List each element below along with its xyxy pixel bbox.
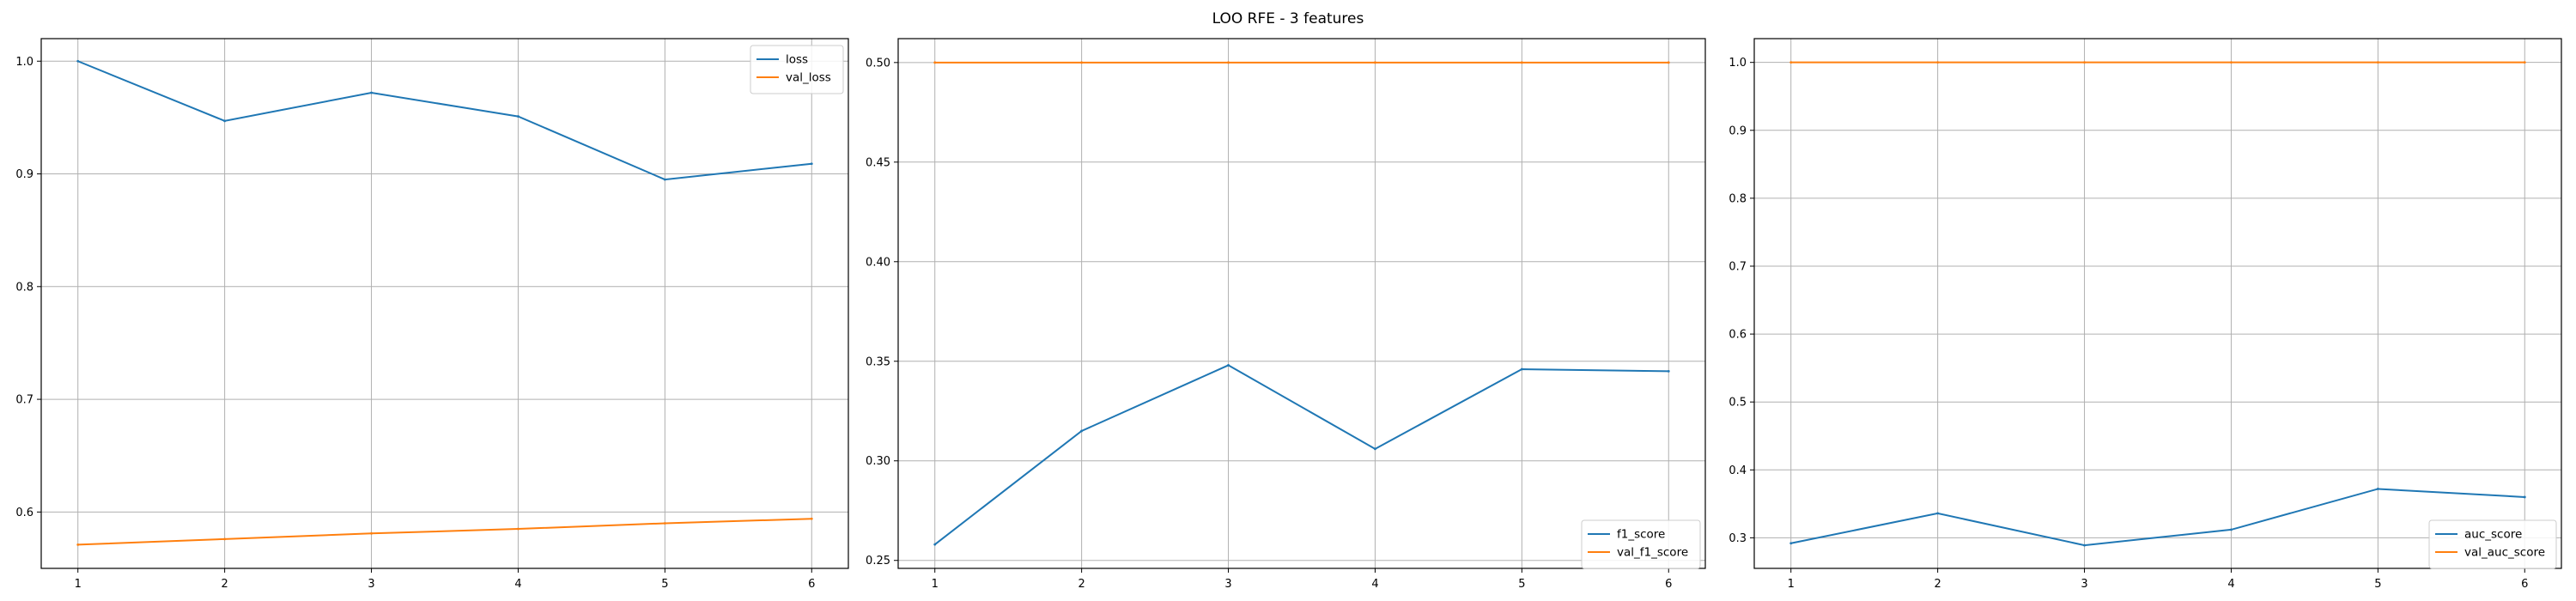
- y-tick-label: 0.9: [1728, 124, 1747, 137]
- data-point: [1789, 542, 1793, 545]
- y-tick-label: 0.50: [866, 57, 890, 70]
- data-point: [2376, 488, 2379, 490]
- data-point: [663, 522, 666, 525]
- legend-label: val_auc_score: [2464, 546, 2545, 560]
- x-tick-label: 5: [1518, 578, 1525, 591]
- y-tick-label: 0.30: [866, 455, 890, 468]
- data-point: [1080, 61, 1084, 64]
- data-point: [2523, 495, 2526, 499]
- legend-label: val_f1_score: [1617, 546, 1688, 560]
- axes-frame: [40, 38, 849, 569]
- series-line-loss: [77, 60, 812, 181]
- y-tick-label: 0.25: [866, 555, 890, 568]
- data-point: [1667, 61, 1670, 64]
- data-point: [810, 162, 813, 166]
- y-tick-label: 0.45: [866, 156, 890, 169]
- data-point: [1520, 367, 1523, 371]
- data-point: [1789, 61, 1793, 64]
- legend: f1_score val_f1_score: [1581, 519, 1701, 569]
- data-point: [370, 91, 373, 94]
- x-tick-label: 5: [2374, 578, 2381, 591]
- legend-label: f1_score: [1617, 528, 1665, 542]
- series-line-f1_score: [934, 364, 1669, 545]
- data-point: [1227, 364, 1230, 367]
- x-tick-label: 6: [2521, 578, 2528, 591]
- y-tick-label: 0.6: [15, 507, 33, 519]
- data-point: [1520, 61, 1523, 64]
- legend-box: [750, 45, 844, 94]
- data-point: [1667, 369, 1670, 373]
- x-tick-label: 3: [1224, 578, 1231, 591]
- data-point: [2376, 61, 2379, 64]
- data-point: [1374, 447, 1376, 451]
- data-point: [223, 119, 227, 123]
- x-tick-label: 1: [75, 578, 82, 591]
- data-point: [76, 59, 80, 63]
- x-tick-label: 4: [514, 578, 521, 591]
- data-point: [1936, 61, 1940, 64]
- data-point: [810, 517, 813, 520]
- x-tick-label: 3: [2081, 578, 2087, 591]
- data-point: [2523, 61, 2526, 64]
- data-point: [2083, 543, 2086, 547]
- y-tick-label: 0.7: [1728, 260, 1747, 273]
- y-tick-label: 0.35: [866, 355, 890, 368]
- data-point: [933, 543, 937, 546]
- data-point: [1374, 61, 1376, 64]
- data-point: [1936, 512, 1940, 515]
- x-tick-label: 2: [1078, 578, 1084, 591]
- data-point: [933, 61, 937, 64]
- data-point: [1080, 429, 1084, 433]
- legend-label: val_loss: [786, 71, 831, 85]
- legend-label: loss: [786, 53, 808, 67]
- x-tick-label: 6: [808, 578, 815, 591]
- data-point: [370, 531, 373, 535]
- x-tick-label: 1: [932, 578, 939, 591]
- x-tick-label: 6: [1665, 578, 1672, 591]
- legend-label: auc_score: [2464, 528, 2522, 542]
- data-point: [2083, 61, 2086, 64]
- legend: auc_score val_auc_score: [2428, 519, 2557, 569]
- y-tick-label: 0.5: [1728, 397, 1747, 410]
- y-tick-label: 0.3: [1728, 532, 1747, 545]
- legend-box: [1581, 519, 1701, 569]
- axes-frame: [897, 38, 1706, 569]
- x-tick-label: 2: [221, 578, 228, 591]
- data-point: [663, 178, 666, 181]
- x-tick-label: 5: [661, 578, 668, 591]
- y-tick-label: 0.9: [15, 168, 33, 181]
- data-point: [517, 527, 519, 531]
- data-point: [223, 537, 227, 541]
- y-tick-label: 0.7: [15, 394, 33, 407]
- figure-title: LOO RFE - 3 features: [1212, 10, 1364, 27]
- x-tick-label: 3: [368, 578, 374, 591]
- data-point: [1227, 61, 1230, 64]
- series-line-auc_score: [1790, 488, 2525, 547]
- x-tick-label: 4: [1371, 578, 1378, 591]
- data-point: [76, 543, 80, 546]
- data-point: [2230, 528, 2233, 531]
- x-tick-label: 2: [1934, 578, 1941, 591]
- subplots: 1 2 3 4 5 6 0.6 0.7 0.8 0.9 1.0 loss val_loss 1 2 3 4 5 6 0…: [15, 38, 2562, 591]
- y-tick-label: 0.40: [866, 256, 890, 269]
- x-tick-label: 1: [1788, 578, 1795, 591]
- data-point: [517, 115, 519, 118]
- x-tick-label: 4: [2227, 578, 2234, 591]
- subplot-3: 1 2 3 4 5 6 0.3 0.4 0.5 0.6 0.7 0.8 0.9 1.0 auc_scorev…: [1728, 38, 2562, 591]
- legend-box: [2428, 519, 2557, 569]
- data-point: [2230, 61, 2233, 64]
- y-tick-label: 0.6: [1728, 329, 1747, 342]
- y-tick-label: 0.8: [15, 281, 33, 294]
- subplot-1: 1 2 3 4 5 6 0.6 0.7 0.8 0.9 1.0 loss val_loss: [15, 38, 849, 591]
- y-tick-label: 1.0: [15, 56, 33, 69]
- y-tick-label: 1.0: [1728, 57, 1747, 70]
- subplot-2: 1 2 3 4 5 6 0.25 0.30 0.35 0.40 0.45 0.50 f1_scoreva…: [866, 38, 1706, 591]
- series-line-val_loss: [77, 518, 812, 546]
- axes-frame: [1753, 38, 2562, 569]
- legend: loss val_loss: [750, 45, 844, 94]
- y-tick-label: 0.4: [1728, 464, 1747, 477]
- y-tick-label: 0.8: [1728, 192, 1747, 205]
